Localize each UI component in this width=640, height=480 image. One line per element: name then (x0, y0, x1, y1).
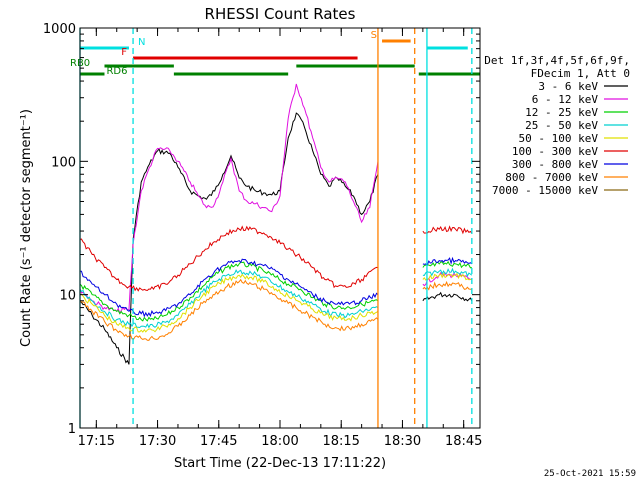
y-axis-label: Count Rate (s⁻¹ detector segment⁻¹) (19, 109, 34, 347)
x-tick-label: 18:45 (445, 434, 482, 449)
legend-label: 6 - 12 keV (532, 93, 599, 106)
x-tick-label: 18:00 (261, 434, 298, 449)
y-tick-label: 100 (51, 155, 76, 170)
chart-title: RHESSI Count Rates (205, 5, 356, 23)
legend-header-1: Det 1f,3f,4f,5f,6f,9f, (484, 54, 630, 67)
y-axis: 1 10 100 1000 (43, 22, 480, 437)
legend-label: 25 - 50 keV (525, 119, 598, 132)
series-line-7 (80, 256, 473, 318)
flag-label-f: F (121, 47, 127, 58)
y-tick-label: 1000 (43, 22, 76, 37)
x-tick-label: 17:30 (139, 434, 176, 449)
x-axis: 17:15 17:30 17:45 18:00 18:15 18:30 18:45 (78, 28, 482, 449)
x-tick-label: 17:45 (200, 434, 237, 449)
legend-label: 12 - 25 keV (525, 106, 598, 119)
flag-label-s: S (371, 30, 377, 41)
series-line-1 (79, 112, 473, 365)
flag-label-rd6: RD6 (106, 66, 127, 77)
x-tick-label: 18:15 (322, 434, 359, 449)
y-tick-label: 10 (59, 289, 76, 304)
legend-label: 7000 - 15000 keV (492, 184, 598, 197)
legend-label: 300 - 800 keV (512, 158, 598, 171)
y-tick-label: 1 (68, 422, 76, 437)
legend: Det 1f,3f,4f,5f,6f,9f,FDecim 1, Att 03 -… (484, 54, 630, 197)
legend-header-2: FDecim 1, Att 0 (531, 67, 630, 80)
timestamp: 25-Oct-2021 15:59 (544, 469, 636, 479)
legend-label: 3 - 6 keV (538, 80, 598, 93)
x-tick-label: 18:30 (384, 434, 421, 449)
legend-label: 50 - 100 keV (519, 132, 599, 145)
series-line-8 (79, 278, 472, 341)
x-tick-label: 17:15 (78, 434, 115, 449)
x-axis-label: Start Time (22-Dec-13 17:11:22) (174, 456, 386, 471)
legend-label: 100 - 300 keV (512, 145, 598, 158)
series-line-6 (79, 225, 473, 292)
series-line-4 (79, 267, 473, 329)
flag-label-n: N (138, 37, 145, 48)
series-group (79, 83, 473, 365)
series-line-5 (79, 272, 472, 333)
legend-label: 800 - 7000 keV (505, 171, 598, 184)
